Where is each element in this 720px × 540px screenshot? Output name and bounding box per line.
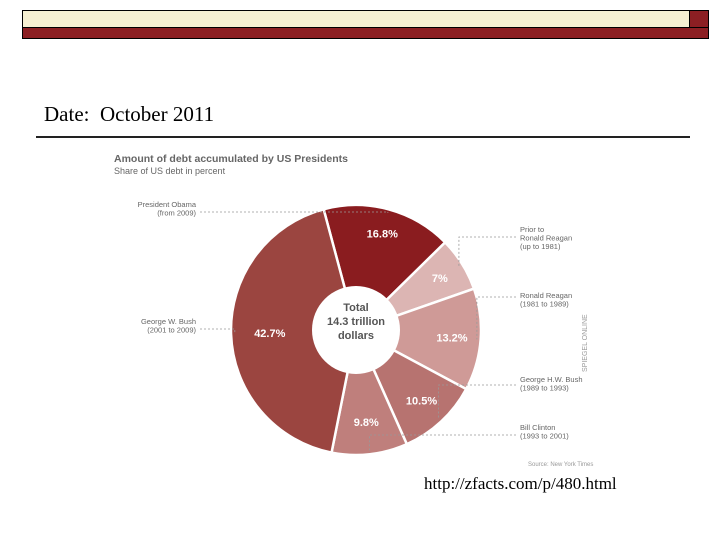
slice-callout-1-line-0: Prior to	[520, 225, 544, 234]
chart-source-note: Source: New York Times	[528, 462, 593, 468]
slice-callout-4-line-1: (1993 to 2001)	[520, 432, 569, 441]
slice-value-label-2: 13.2%	[436, 332, 467, 344]
center-label-line-2: 14.3 trillion	[327, 316, 385, 328]
slice-callout-4-line-0: Bill Clinton	[520, 423, 555, 432]
slice-value-label-0: 16.8%	[367, 229, 398, 241]
slice-value-label-1: 7%	[432, 273, 448, 285]
slide-divider	[36, 136, 690, 138]
title-bar-bottom-stripe	[23, 27, 708, 38]
leader-line-4	[369, 434, 516, 451]
slice-value-label-5: 42.7%	[254, 328, 285, 340]
pie-slice-2	[352, 287, 483, 391]
title-bar-corner-box	[689, 11, 708, 28]
leader-line-1	[458, 236, 516, 266]
slice-value-label-4: 9.8%	[354, 417, 379, 429]
date-line: Date: October 2011	[44, 102, 215, 126]
value-labels: 16.8% 7% 13.2% 10.5% 9.8% 42.7%	[254, 229, 468, 429]
chart-svg: Amount of debt accumulated by US Preside…	[114, 153, 593, 468]
slice-callout-2-line-1: (1981 to 1989)	[520, 300, 569, 309]
leader-lines	[200, 211, 516, 451]
chart-subtitle: Share of US debt in percent	[114, 166, 226, 176]
slice-callout-3-line-0: George H.W. Bush	[520, 375, 583, 384]
slice-callout-5-line-1: (2001 to 2009)	[147, 326, 196, 335]
chart-watermark: SPIEGEL ONLINE	[582, 314, 589, 372]
slice-callouts: President Obama(from 2009)Prior toRonald…	[138, 200, 583, 441]
slice-callout-1-line-2: (up to 1981)	[520, 242, 561, 251]
pie-slice-5	[229, 207, 358, 455]
slice-callout-1-line-1: Ronald Reagan	[520, 234, 572, 243]
leader-line-5	[200, 328, 236, 334]
slide-title-bar	[22, 10, 709, 39]
slice-callout-5-line-0: George W. Bush	[141, 317, 196, 326]
leader-line-2	[476, 296, 516, 340]
leader-line-0	[200, 211, 389, 214]
slice-callout-2-line-0: Ronald Reagan	[520, 291, 572, 300]
chart-title: Amount of debt accumulated by US Preside…	[114, 153, 348, 165]
source-url: http://zfacts.com/p/480.html	[424, 474, 617, 493]
slice-callout-3-line-1: (1989 to 1993)	[520, 384, 569, 393]
slice-callout-0-line-0: President Obama	[138, 200, 197, 209]
leader-line-3	[438, 384, 516, 419]
slice-callout-0-line-1: (from 2009)	[157, 209, 196, 218]
slice-value-label-3: 10.5%	[406, 396, 437, 408]
center-hole	[312, 286, 400, 374]
center-label-line-3: dollars	[338, 330, 374, 342]
center-label-line-1: Total	[343, 302, 368, 314]
debt-pie-chart: Amount of debt accumulated by US Preside…	[100, 140, 620, 475]
